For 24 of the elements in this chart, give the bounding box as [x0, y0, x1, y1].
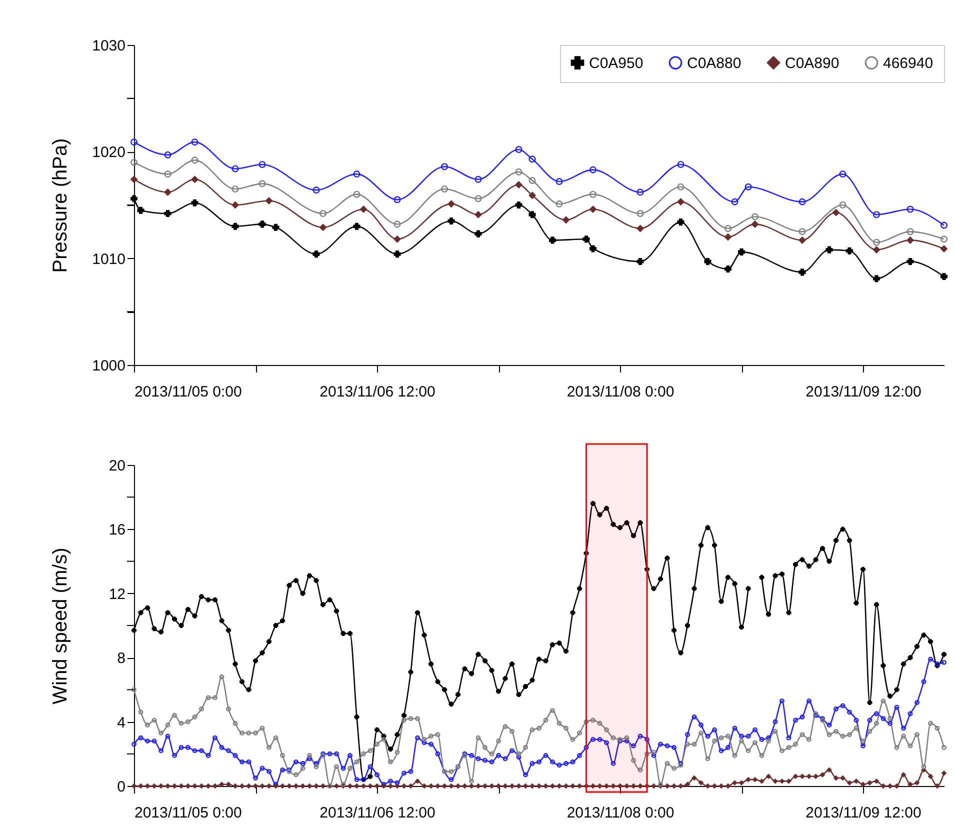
y-axis-title: Pressure (hPa)	[50, 138, 72, 273]
y-tick-label: 1030	[92, 38, 126, 54]
y-tick-label: 1020	[92, 144, 126, 162]
legend-label: 466940	[883, 54, 934, 72]
x-tick-label: 2013/11/09 12:00	[806, 384, 922, 400]
y-tick-label: 0	[117, 778, 126, 796]
y-tick-label: 4	[117, 714, 126, 732]
y-axis-title: Wind speed (m/s)	[50, 548, 72, 704]
x-tick-label: 2013/11/08 0:00	[566, 384, 674, 400]
x-tick-label: 2013/11/06 12:00	[320, 384, 436, 400]
x-tick-label: 2013/11/06 12:00	[320, 804, 436, 822]
y-tick-label: 1010	[92, 250, 126, 268]
legend-label: C0A890	[785, 54, 840, 72]
x-tick-label: 2013/11/08 0:00	[566, 804, 674, 822]
y-tick-label: 12	[108, 586, 126, 603]
legend-label: C0A880	[687, 54, 742, 72]
x-tick-label: 2013/11/05 0:00	[134, 804, 242, 822]
y-tick-label: 20	[108, 458, 126, 474]
x-tick-label: 2013/11/09 12:00	[806, 804, 922, 822]
x-tick-label: 2013/11/05 0:00	[134, 384, 242, 400]
y-tick-label: 16	[108, 522, 126, 539]
legend-label: C0A950	[589, 54, 644, 72]
y-tick-label: 8	[117, 650, 126, 668]
y-tick-label: 1000	[92, 358, 126, 374]
